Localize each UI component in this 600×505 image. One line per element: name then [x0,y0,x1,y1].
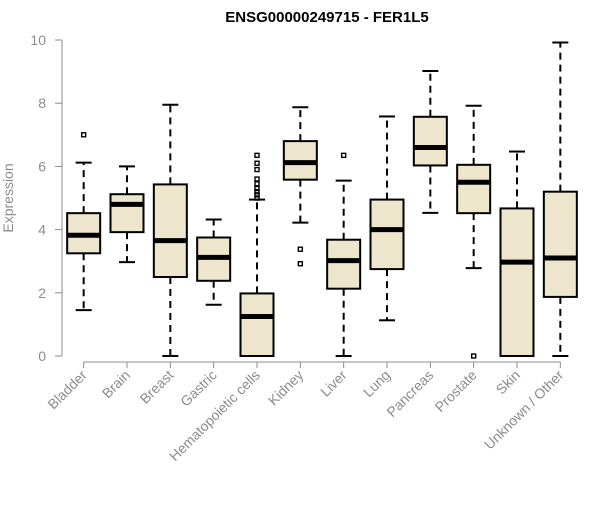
x-tick-label: Brain [99,367,133,401]
x-tick-label: Gastric [177,367,220,410]
box-iqr [109,193,145,234]
box-group-prostate [456,104,492,359]
box-group-brain [109,165,145,264]
box-iqr [152,183,188,278]
box-group-kidney [282,106,318,267]
y-tick-label: 8 [38,95,46,111]
outlier-point [254,176,260,182]
x-tick-label: Skin [493,367,524,398]
box-group-bladder [66,132,102,312]
outlier-point [340,152,347,159]
outlier-point [254,185,260,192]
box-group-skin [499,150,535,357]
x-tick-label: Kidney [265,367,307,409]
chart-title: ENSG00000249715 - FER1L5 [225,9,428,26]
box-iqr [326,238,362,290]
box-iqr [499,207,535,357]
box-group-liver [326,152,362,357]
box-group-lung [369,115,405,322]
x-tick-label: Liver [317,367,350,400]
x-tick-label: Lung [360,367,393,400]
axes: 0 2 4 6 8 10 [30,32,561,368]
box-iqr [412,115,448,167]
box-group-unknown-other [542,41,578,357]
y-tick-label: 6 [38,158,46,174]
outlier-point [297,261,304,267]
y-tick-label: 2 [38,285,46,301]
box-group-gastric [196,218,232,306]
y-tick-label: 4 [38,222,46,238]
box-group-hematopoietic-cells [239,152,275,358]
box-group-breast [152,103,188,357]
outlier-point [254,181,260,187]
outlier-point [254,188,260,195]
box-iqr [542,190,578,298]
x-tick-label: Pancreas [383,367,436,420]
x-tick-label: Breast [137,367,177,407]
outlier-point [254,152,260,159]
outlier-point [254,192,260,198]
box-iqr [239,292,275,358]
outlier-point [254,166,260,173]
outlier-point [254,195,260,201]
box-iqr [456,163,492,215]
x-tick-label: Bladder [44,367,90,413]
outlier-point [80,132,87,138]
y-tick-label: 10 [30,32,46,48]
outlier-point [297,246,304,252]
y-tick-label: 0 [38,348,46,364]
outlier-point [470,353,477,359]
y-axis-label: Expression [0,163,16,232]
outlier-point [254,160,260,166]
x-tick-label: Prostate [432,367,480,415]
box-iqr [369,198,405,271]
box-group-pancreas [412,69,448,214]
x-tick-label: Unknown / Other [481,367,567,453]
boxes [66,41,578,359]
